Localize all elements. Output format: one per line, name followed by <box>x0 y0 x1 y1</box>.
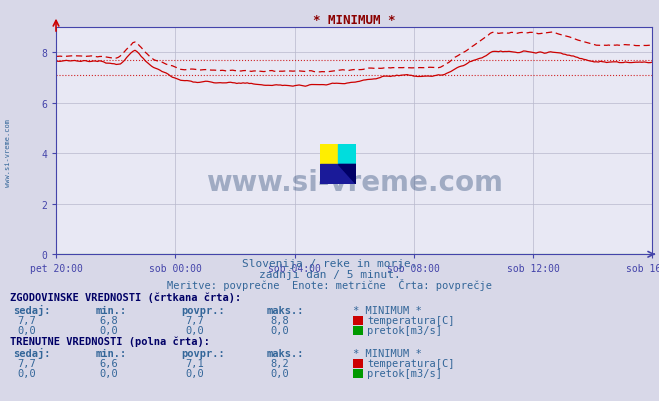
Text: 8,8: 8,8 <box>271 315 289 325</box>
Text: povpr.:: povpr.: <box>181 348 225 358</box>
Text: 7,7: 7,7 <box>17 358 36 368</box>
Polygon shape <box>338 164 356 184</box>
Text: 6,8: 6,8 <box>100 315 118 325</box>
Text: 7,1: 7,1 <box>185 358 204 368</box>
Text: 0,0: 0,0 <box>185 325 204 335</box>
Text: 7,7: 7,7 <box>185 315 204 325</box>
Text: 0,0: 0,0 <box>17 368 36 378</box>
Text: 0,0: 0,0 <box>271 368 289 378</box>
Text: 8,2: 8,2 <box>271 358 289 368</box>
Title: * MINIMUM *: * MINIMUM * <box>313 14 395 27</box>
Text: 0,0: 0,0 <box>185 368 204 378</box>
Text: Meritve: povprečne  Enote: metrične  Črta: povprečje: Meritve: povprečne Enote: metrične Črta:… <box>167 279 492 291</box>
Text: min.:: min.: <box>96 305 127 315</box>
Text: 0,0: 0,0 <box>17 325 36 335</box>
Text: 0,0: 0,0 <box>100 368 118 378</box>
Text: www.si-vreme.com: www.si-vreme.com <box>5 118 11 186</box>
Text: 0,0: 0,0 <box>100 325 118 335</box>
Text: maks.:: maks.: <box>267 305 304 315</box>
Text: pretok[m3/s]: pretok[m3/s] <box>367 325 442 335</box>
Text: povpr.:: povpr.: <box>181 305 225 315</box>
Text: pretok[m3/s]: pretok[m3/s] <box>367 368 442 378</box>
Text: TRENUTNE VREDNOSTI (polna črta):: TRENUTNE VREDNOSTI (polna črta): <box>10 336 210 346</box>
Text: Slovenija / reke in morje.: Slovenija / reke in morje. <box>242 259 417 269</box>
Text: ZGODOVINSKE VREDNOSTI (črtkana črta):: ZGODOVINSKE VREDNOSTI (črtkana črta): <box>10 292 241 303</box>
Text: * MINIMUM *: * MINIMUM * <box>353 305 421 315</box>
Polygon shape <box>320 144 338 164</box>
Polygon shape <box>320 164 356 184</box>
Text: www.si-vreme.com: www.si-vreme.com <box>206 168 503 196</box>
Polygon shape <box>338 144 356 164</box>
Text: 6,6: 6,6 <box>100 358 118 368</box>
Text: * MINIMUM *: * MINIMUM * <box>353 348 421 358</box>
Text: 7,7: 7,7 <box>17 315 36 325</box>
Text: temperatura[C]: temperatura[C] <box>367 315 455 325</box>
Text: 0,0: 0,0 <box>271 325 289 335</box>
Text: zadnji dan / 5 minut.: zadnji dan / 5 minut. <box>258 269 401 279</box>
Text: maks.:: maks.: <box>267 348 304 358</box>
Text: sedaj:: sedaj: <box>13 347 51 358</box>
Text: temperatura[C]: temperatura[C] <box>367 358 455 368</box>
Text: min.:: min.: <box>96 348 127 358</box>
Text: sedaj:: sedaj: <box>13 304 51 315</box>
